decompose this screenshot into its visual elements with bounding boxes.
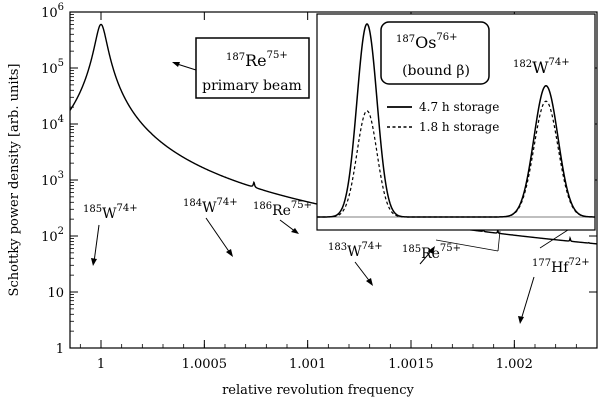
os-isotope: 187Os76+ [396, 32, 458, 52]
y-tick-label: 104 [41, 114, 64, 133]
zoom-line-right [539, 227, 572, 249]
arrow-177hf [520, 276, 535, 321]
arrowhead-186re [291, 228, 299, 234]
primary-beam-isotope: 187Re75+ [226, 50, 288, 70]
x-tick-label: 1.0005 [182, 357, 228, 372]
label-183w: 183W74+ [328, 241, 383, 260]
y-tick-label: 106 [41, 2, 64, 21]
arrowhead-184w [226, 249, 233, 257]
y-tick-label: 102 [41, 226, 64, 245]
x-tick-label: 1.001 [289, 357, 326, 372]
x-tick-label: 1 [97, 357, 105, 372]
arrowhead-185re [428, 246, 435, 254]
x-tick-label: 1.002 [496, 357, 533, 372]
y-axis-ticks: 1 10 102 103 104 105 106 [41, 2, 597, 357]
label-186re: 186Re75+ [253, 200, 312, 219]
x-axis-label: relative revolution frequency [222, 383, 414, 398]
arrow-184w [205, 217, 231, 254]
os-bound-beta: (bound β) [402, 63, 470, 79]
x-tick-label: 1.0015 [388, 357, 434, 372]
y-tick-label: 10 [47, 286, 64, 301]
inset-plot: 187Os76+ (bound β) 182W74+ 4.7 h storage… [316, 13, 596, 231]
y-tick-label: 1 [56, 342, 64, 357]
arrowhead-177hf [518, 316, 524, 324]
arrow-183w [354, 261, 372, 284]
primary-beam-text: primary beam [202, 78, 302, 94]
label-177hf: 177Hf72+ [532, 257, 590, 276]
y-tick-label: 103 [41, 170, 64, 189]
zoom-line-os [497, 230, 501, 252]
legend-dashed-label: 1.8 h storage [419, 120, 499, 134]
label-185w: 185W74+ [83, 203, 138, 222]
arrowhead-183w [366, 278, 373, 286]
os-label-box [380, 21, 490, 85]
y-axis-label: Schottky power density [arb. units] [7, 64, 22, 297]
arrow-185re [419, 249, 433, 265]
zoom-line-left [435, 239, 499, 252]
inset-series-4.7h [317, 23, 596, 218]
primary-beam-arrowhead [172, 62, 180, 67]
primary-beam-label-box [195, 37, 310, 99]
y-tick-label: 105 [41, 58, 64, 77]
x-axis-ticks: 1 1.0005 1.001 1.0015 1.002 [79, 12, 577, 372]
label-184w: 184W74+ [183, 197, 238, 216]
arrowhead-185w [91, 258, 97, 266]
legend-solid-label: 4.7 h storage [419, 100, 499, 114]
w182-label: 182W74+ [513, 57, 570, 77]
arrow-185w [93, 224, 100, 263]
